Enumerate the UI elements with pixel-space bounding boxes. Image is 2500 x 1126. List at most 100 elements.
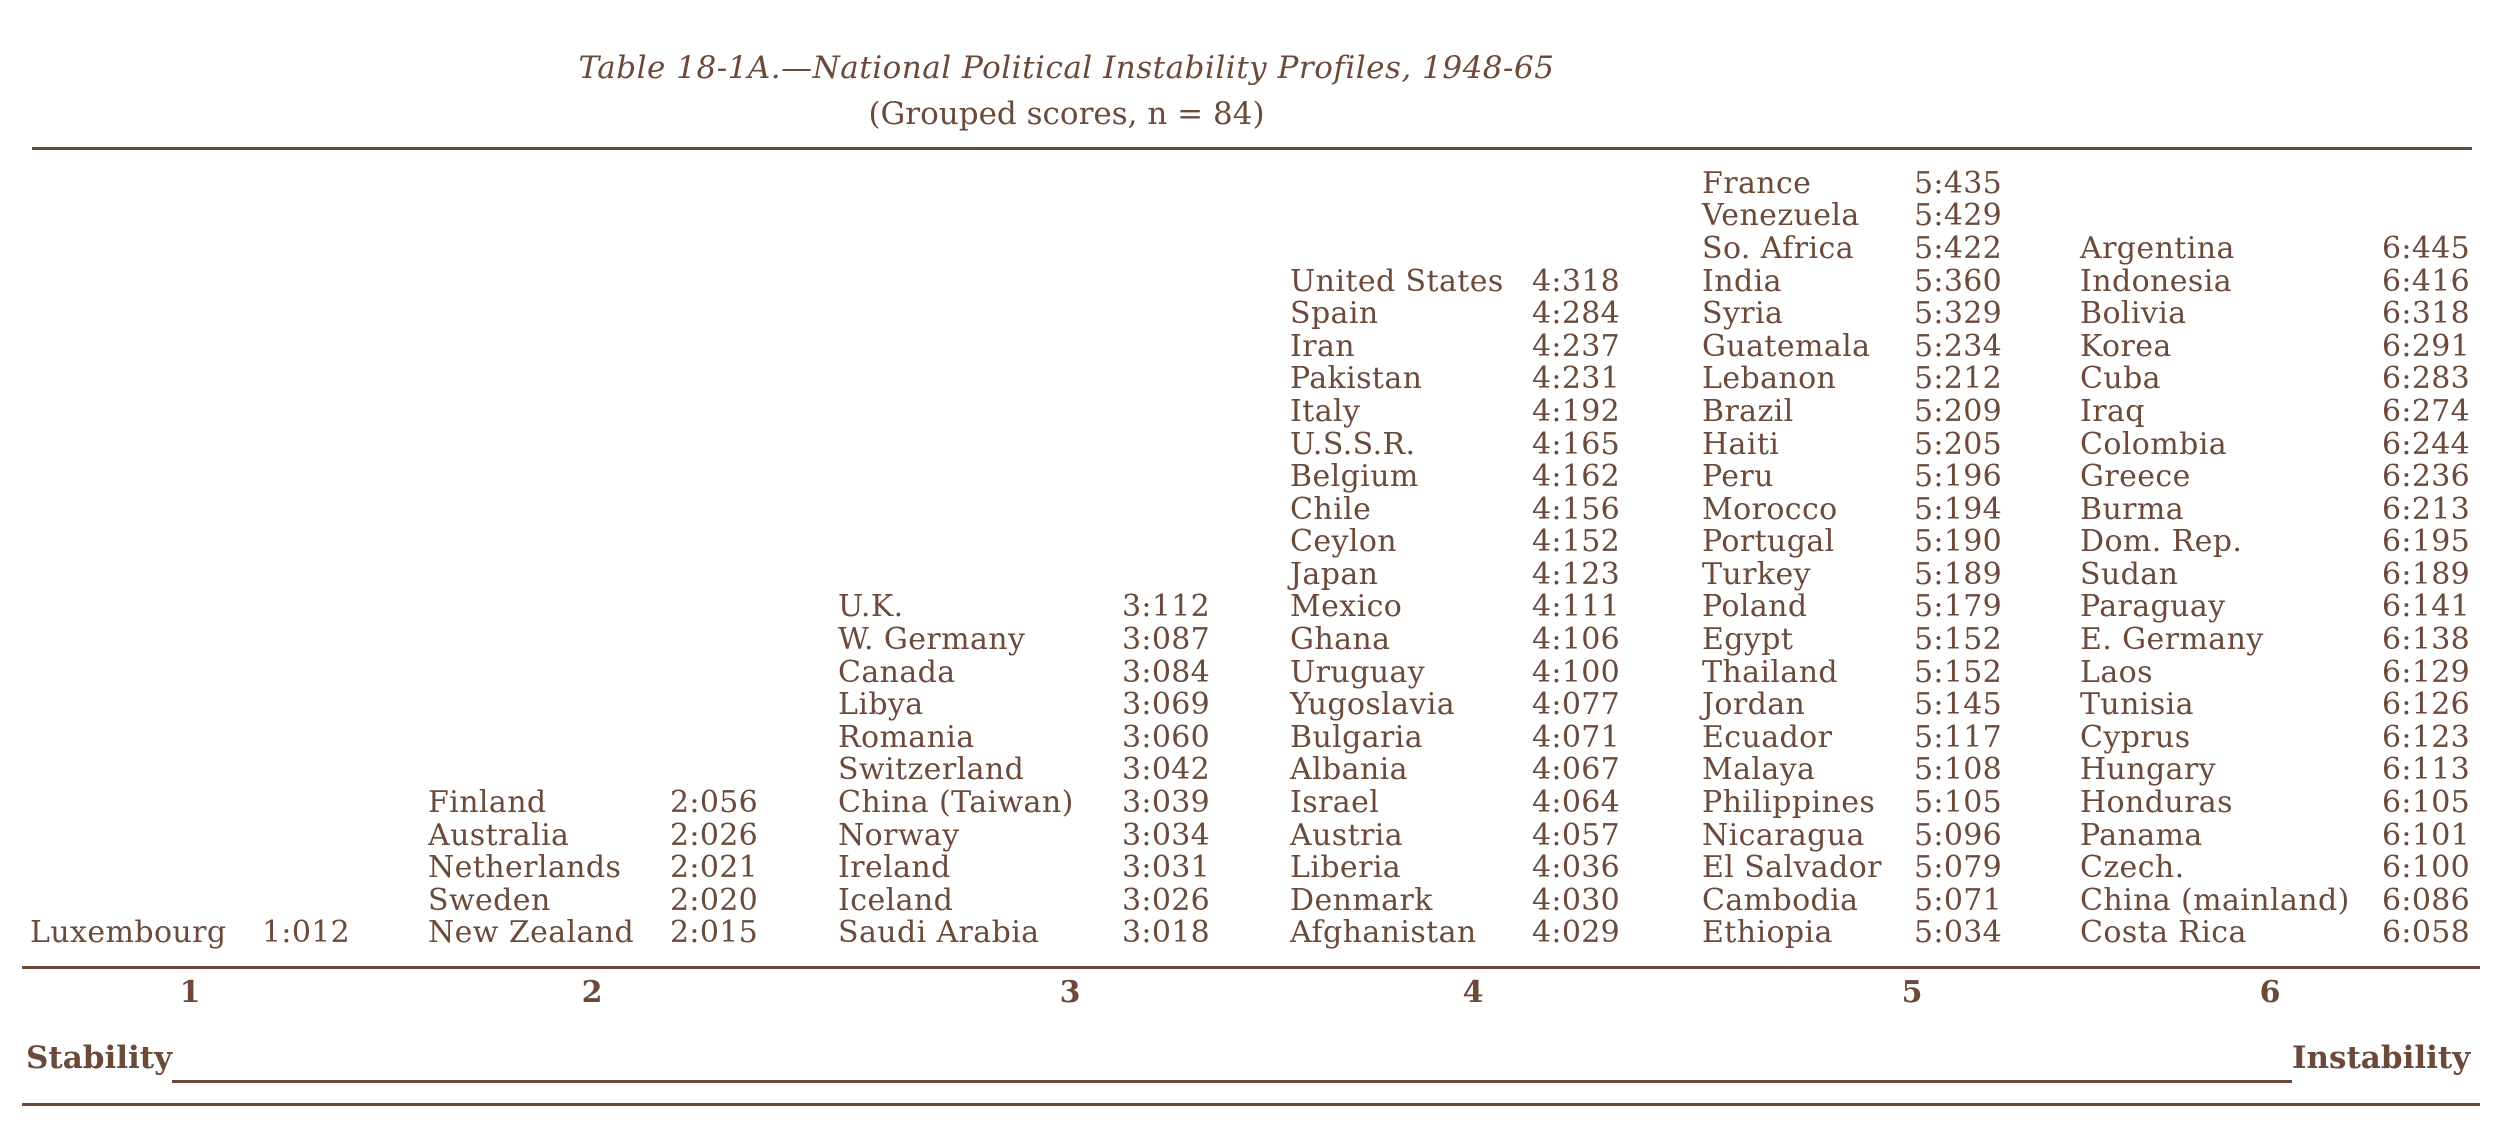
table-row: Thailand 5:152 (1702, 656, 2002, 690)
table-row: Spain 4:284 (1290, 298, 1620, 331)
instability-score: 4:036 (1532, 850, 1620, 886)
instability-score: 3:069 (1122, 687, 1210, 723)
instability-score: 5:205 (1914, 426, 2002, 462)
table-row: Yugoslavia 4:077 (1290, 689, 1620, 722)
country-name: Spain (1290, 296, 1379, 332)
country-name: Ghana (1290, 622, 1391, 658)
country-name: Switzerland (838, 752, 1025, 788)
group-number-1: 1 (179, 975, 201, 1010)
table-row: Afghanistan 4:029 (1290, 917, 1620, 950)
instability-score: 6:086 (2382, 882, 2470, 918)
group-6-column: Argentina 6:445 Indonesia 6:416 Bolivia 6:318… (2080, 160, 2470, 950)
group-2-column: Finland 2:056 Australia 2:026 Netherlands 2:0… (428, 160, 758, 950)
country-name: Ecuador (1702, 719, 1833, 755)
country-name: Finland (428, 785, 547, 821)
group-number-5: 5 (1901, 975, 1923, 1010)
table-row: Iraq 6:274 (2080, 395, 2470, 429)
table-row: Ecuador 5:117 (1702, 719, 2002, 755)
instability-score: 5:034 (1914, 915, 2002, 951)
country-name: New Zealand (428, 915, 635, 951)
country-name: Egypt (1702, 622, 1794, 658)
table-subtitle: (Grouped scores, n = 84) (868, 96, 1265, 132)
country-name: Nicaragua (1702, 817, 1865, 853)
table-row: Denmark 4:030 (1290, 882, 1620, 918)
table-row: Laos 6:129 (2080, 656, 2470, 690)
table-row: Iran 4:237 (1290, 328, 1620, 364)
instability-score: 6:213 (2382, 491, 2470, 527)
group-number-2: 2 (581, 975, 603, 1010)
instability-score: 4:029 (1532, 915, 1620, 951)
table-row: Ceylon 4:152 (1290, 526, 1620, 559)
table-row: Honduras 6:105 (2080, 786, 2470, 820)
instability-score: 1:012 (262, 915, 350, 951)
instability-score: 6:113 (2382, 752, 2470, 788)
table-row: Cuba 6:283 (2080, 363, 2470, 396)
table-row: Iceland 3:026 (838, 882, 1210, 918)
table-row: Cyprus 6:123 (2080, 721, 2470, 755)
table-row: Haiti 5:205 (1702, 426, 2002, 462)
table-row: Malaya 5:108 (1702, 754, 2002, 787)
country-name: Norway (838, 817, 960, 853)
country-name: Jordan (1702, 687, 1806, 723)
table-row: Philippines 5:105 (1702, 786, 2002, 820)
instability-score: 3:042 (1122, 752, 1210, 788)
table-row: U.S.S.R. 4:165 (1290, 428, 1620, 462)
table-row: China (mainland) 6:086 (2080, 882, 2470, 918)
table-row: Czech. 6:100 (2080, 852, 2470, 885)
instability-score: 2:056 (670, 785, 758, 821)
table-row: Mexico 4:111 (1290, 591, 1620, 624)
instability-score: 3:084 (1122, 654, 1210, 690)
group-number-3: 3 (1059, 975, 1081, 1010)
instability-score: 6:138 (2382, 622, 2470, 658)
instability-score: 6:416 (2382, 263, 2470, 299)
country-name: Dom. Rep. (2080, 524, 2243, 560)
table-row: Netherlands 2:021 (428, 852, 758, 885)
country-name: Morocco (1702, 491, 1838, 527)
country-name: Belgium (1290, 459, 1419, 495)
group-number-6: 6 (2259, 975, 2281, 1010)
group-4-column: United States 4:318 Spain 4:284 Iran 4:237 Pak… (1290, 160, 1620, 950)
table-row: Pakistan 4:231 (1290, 363, 1620, 396)
country-name: Hungary (2080, 752, 2216, 788)
instability-score: 6:318 (2382, 296, 2470, 332)
group-5-column: France 5:435 Venezuela 5:429 So. Africa 5:422… (1702, 160, 2002, 950)
country-name: Paraguay (2080, 589, 2226, 625)
instability-score: 3:031 (1122, 850, 1210, 886)
table-row: France 5:435 (1702, 167, 2002, 201)
instability-score: 4:231 (1532, 361, 1620, 397)
country-name: Sweden (428, 882, 551, 918)
country-name: Israel (1290, 785, 1380, 821)
table-row: Peru 5:196 (1702, 459, 2002, 495)
table-row: Hungary 6:113 (2080, 754, 2470, 787)
country-name: United States (1290, 263, 1504, 299)
table-row: Morocco 5:194 (1702, 491, 2002, 527)
country-name: El Salvador (1702, 850, 1882, 886)
country-name: Cuba (2080, 361, 2161, 397)
instability-score: 4:237 (1532, 328, 1620, 364)
instability-score: 5:196 (1914, 459, 2002, 495)
table-row: U.K. 3:112 (838, 591, 1210, 624)
instability-score: 6:445 (2382, 230, 2470, 266)
stability-label: Stability (26, 1040, 173, 1076)
country-name: Venezuela (1702, 198, 1860, 234)
country-name: Italy (1290, 393, 1361, 429)
table-row: Ireland 3:031 (838, 852, 1210, 885)
country-name: Austria (1290, 817, 1404, 853)
instability-score: 4:111 (1532, 589, 1620, 625)
instability-score: 4:030 (1532, 882, 1620, 918)
table-row: Ethiopia 5:034 (1702, 917, 2002, 950)
country-name: Iceland (838, 882, 954, 918)
instability-score: 5:234 (1914, 328, 2002, 364)
table-row: Turkey 5:189 (1702, 558, 2002, 592)
instability-score: 4:100 (1532, 654, 1620, 690)
country-name: Argentina (2080, 230, 2235, 266)
instability-score: 5:079 (1914, 850, 2002, 886)
country-name: Albania (1290, 752, 1408, 788)
country-name: Burma (2080, 491, 2185, 527)
table-row: Guatemala 5:234 (1702, 328, 2002, 364)
country-name: Indonesia (2080, 263, 2232, 299)
instability-score: 5:422 (1914, 230, 2002, 266)
group-1-column: Luxembourg 1:012 (30, 160, 350, 950)
instability-score: 3:018 (1122, 915, 1210, 951)
table-row: Indonesia 6:416 (2080, 263, 2470, 299)
